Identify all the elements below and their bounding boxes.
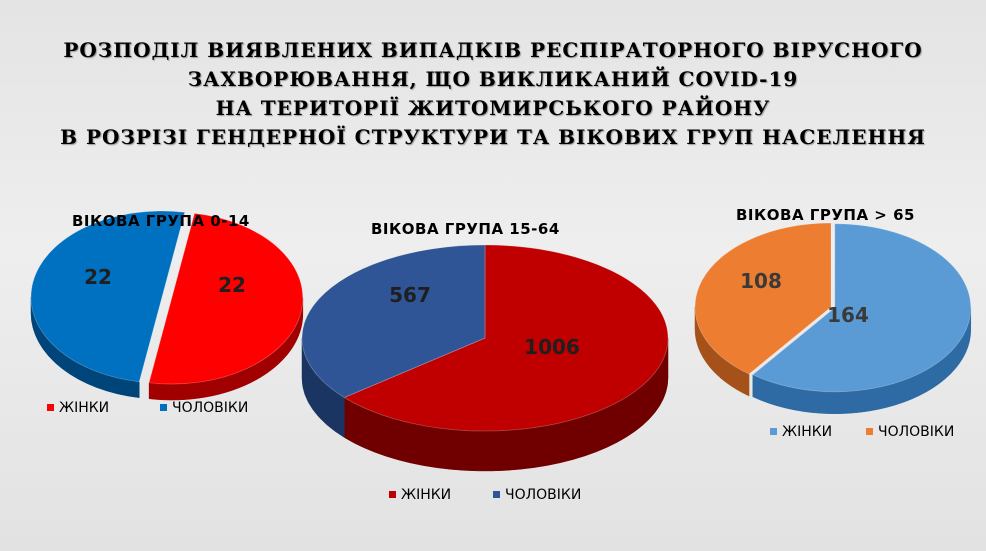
legend-swatch — [47, 404, 54, 411]
chart-title: ВІКОВА ГРУПА 15-64 — [371, 220, 560, 238]
legend-swatch — [770, 428, 777, 435]
pie-slice-top — [343, 244, 669, 432]
data-label: 108 — [740, 269, 782, 293]
pie-slice-top — [752, 223, 972, 393]
pie-slice-жінки — [752, 223, 972, 414]
data-label: 567 — [389, 283, 431, 307]
pie-slice-жінки — [343, 244, 669, 472]
data-label: 164 — [827, 303, 869, 327]
legend-swatch — [866, 428, 873, 435]
pie-slice-top — [301, 244, 486, 398]
legend-swatch — [389, 491, 396, 498]
pie-chart-2: 1006 567 ВІКОВА ГРУПА 15-64 ЖІНКИ ЧОЛОВІКИ — [301, 220, 669, 503]
title-line-4: В РОЗРІЗІ ГЕНДЕРНОЇ СТРУКТУРИ ТА ВІКОВИХ… — [60, 125, 926, 149]
pie-slice-top — [148, 212, 304, 385]
pie-slice-чоловіки — [30, 210, 186, 398]
legend-label: ЧОЛОВІКИ — [172, 400, 248, 416]
pie-slice-top — [694, 222, 832, 375]
title-line-1: РОЗПОДІЛ ВИЯВЛЕНИХ ВИПАДКІВ РЕСПІРАТОРНО… — [63, 38, 923, 62]
legend-label: ЖІНКИ — [401, 487, 451, 503]
pie-slice-top — [31, 210, 186, 383]
data-label: 1006 — [524, 335, 580, 359]
pie-slice-side — [148, 298, 304, 401]
title-line-3: НА ТЕРИТОРІЇ ЖИТОМИРСЬКОГО РАЙОНУ — [215, 96, 771, 120]
chart-title: ВІКОВА ГРУПА 0-14 — [72, 212, 250, 230]
legend: ЖІНКИ ЧОЛОВІКИ — [389, 487, 581, 503]
data-label: 22 — [84, 265, 112, 289]
legend-swatch — [493, 491, 500, 498]
data-label: 22 — [218, 273, 246, 297]
legend-label: ЧОЛОВІКИ — [505, 487, 581, 503]
legend: ЖІНКИ ЧОЛОВІКИ — [770, 424, 954, 440]
title-line-2: ЗАХВОРЮВАННЯ, ЩО ВИКЛИКАНИЙ COVID-19 — [187, 67, 799, 91]
legend-label: ЧОЛОВІКИ — [878, 424, 954, 440]
pie-chart-1: 22 22 ВІКОВА ГРУПА 0-14 ЖІНКИ ЧОЛОВІКИ — [30, 210, 304, 416]
pie-slice-жінки — [148, 212, 304, 401]
legend: ЖІНКИ ЧОЛОВІКИ — [47, 400, 248, 416]
legend-swatch — [160, 404, 167, 411]
legend-label: ЖІНКИ — [782, 424, 832, 440]
pie-slice-чоловіки — [694, 222, 832, 397]
chart-title: ВІКОВА ГРУПА > 65 — [736, 206, 915, 224]
legend-label: ЖІНКИ — [59, 400, 109, 416]
page-title: РОЗПОДІЛ ВИЯВЛЕНИХ ВИПАДКІВ РЕСПІРАТОРНО… — [0, 36, 986, 152]
pie-slice-чоловіки — [301, 244, 486, 438]
pie-chart-3: 164 108 ВІКОВА ГРУПА > 65 ЖІНКИ ЧОЛОВІКИ — [694, 206, 972, 440]
